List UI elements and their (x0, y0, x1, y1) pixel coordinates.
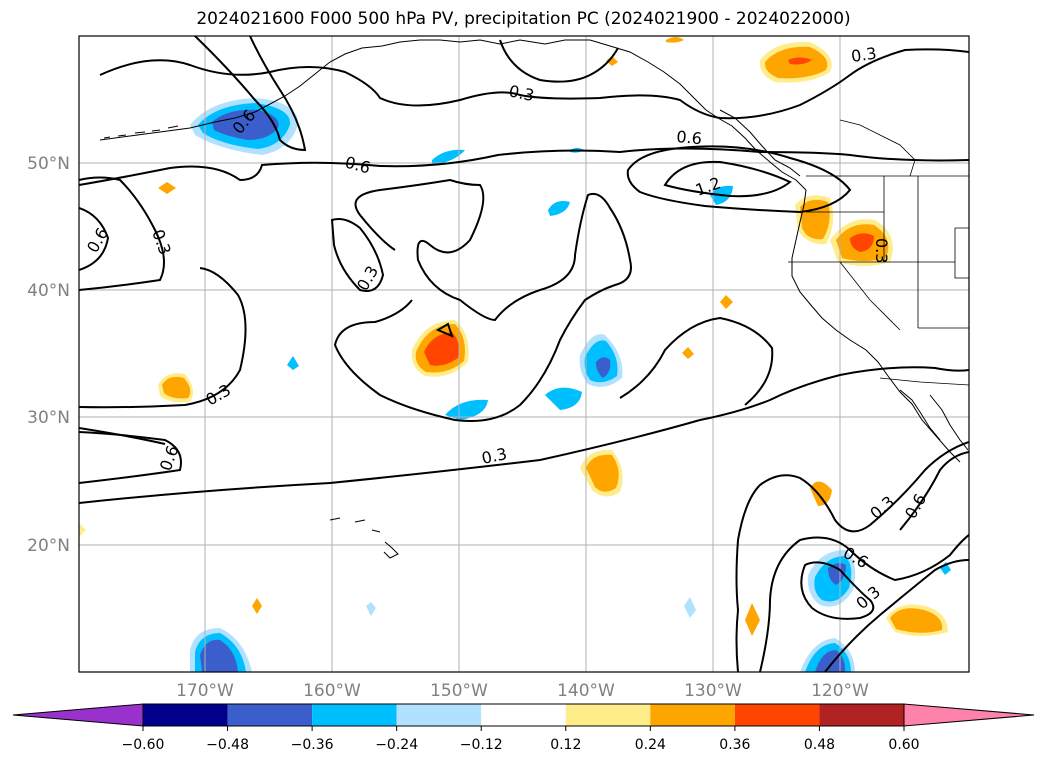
pos-anomaly-small (745, 603, 760, 636)
longitude-labels: 170°W 160°W 150°W 140°W 130°W 120°W (176, 681, 869, 701)
neg-anomaly-bottom-left-core (200, 639, 238, 672)
colorbar-tick-label: −0.60 (122, 737, 165, 753)
pv-contour-0.6-hook (899, 451, 969, 531)
pos-anomaly-small (810, 481, 832, 506)
lat-label: 40°N (27, 281, 70, 301)
pos-anomaly-small (720, 295, 733, 309)
plot-frame (78, 35, 970, 673)
pos-anomaly-oregon-mid (800, 199, 830, 240)
mexico-us-border (879, 377, 969, 386)
pos-anomaly-small (606, 56, 618, 66)
pos-anomaly-midpac-core (424, 332, 460, 366)
pv-contour-0.3-lower (79, 366, 969, 504)
pos-anomaly-small (666, 37, 684, 43)
colorbar-segment (143, 704, 228, 726)
pv-contour-0.6-aleutian (194, 36, 307, 152)
pos-anomaly-small (79, 524, 86, 536)
colorbar-tick-label: 0.60 (888, 737, 919, 753)
contour-label: 0.6 (676, 127, 703, 148)
colorbar-tick-label: −0.36 (291, 737, 334, 753)
neg-anomaly-small (445, 399, 488, 420)
borders (788, 119, 969, 386)
colorbar-segment (227, 704, 313, 726)
contour-label: 0.3 (507, 81, 536, 105)
pv-contour-0.3-midpac (330, 218, 385, 292)
pv-contour-0.3-southeast (735, 441, 969, 672)
colorbar-tick-label: −0.12 (460, 737, 503, 753)
pv-contour-0.6-southeast (759, 534, 969, 672)
pv-contour-0.6-loop (626, 145, 852, 214)
colorbar-tick-label: −0.24 (375, 737, 418, 753)
colorbar-extend-min (12, 703, 144, 727)
lon-label: 170°W (176, 681, 234, 701)
pv-contour-0.3-inner (435, 322, 454, 338)
colorbar-tick-label: −0.48 (206, 737, 249, 753)
lon-label: 150°W (430, 681, 488, 701)
neg-anomaly-mexico-core (828, 563, 846, 585)
contour-label: 0.3 (850, 44, 878, 66)
colorbar-segment (650, 704, 735, 726)
pos-anomaly-utah-core (850, 233, 874, 252)
neg-anomaly-aleutian-core (212, 109, 279, 140)
neg-anomaly-small (287, 356, 299, 370)
latitude-labels: 50°N 40°N 30°N 20°N (27, 154, 70, 556)
pv-contours (79, 36, 969, 672)
colorbar-segment (565, 704, 651, 726)
colorbar-segment (396, 704, 482, 726)
colorbar: −0.60 −0.48 −0.36 −0.24 −0.12 0.12 0.24 0.36 0.4… (12, 703, 1035, 753)
alaska-canada-border (839, 119, 916, 177)
neg-anomaly-small (432, 149, 465, 165)
colorbar-tick-label: 0.24 (635, 737, 666, 753)
graticule (79, 36, 969, 672)
neg-anomaly-small (545, 387, 582, 410)
state-borders (788, 176, 969, 331)
lon-label: 120°W (811, 681, 869, 701)
us-west-coast (791, 189, 961, 463)
colorbar-segment (819, 704, 904, 726)
pv-contour-0.6-sw-lower (79, 427, 166, 445)
lat-label: 30°N (27, 408, 70, 428)
neg-anomaly-small (684, 597, 696, 618)
baja-coast (899, 389, 941, 441)
pv-contour-0.3-big (79, 178, 632, 422)
pos-anomaly-canada-core (788, 57, 812, 65)
pos-anomaly-baja-mid (890, 608, 943, 633)
colorbar-extend-max (903, 703, 1035, 727)
pv-contour-1.2 (663, 160, 792, 198)
colorbar-tick-label: 0.48 (804, 737, 835, 753)
contour-label: 0.3 (872, 238, 891, 263)
pv-contour-0.6-southeast-b (824, 559, 969, 672)
lon-label: 130°W (684, 681, 742, 701)
lat-label: 20°N (27, 536, 70, 556)
lon-label: 160°W (303, 681, 361, 701)
neg-anomaly-small (548, 201, 570, 216)
pv-contour-0.3-loop-se (800, 561, 875, 620)
colorbar-frame (142, 703, 905, 727)
lat-label: 50°N (27, 154, 70, 174)
map-title: 2024021600 F000 500 hPa PV, precipitatio… (196, 9, 851, 29)
colorbar-segment (481, 704, 566, 726)
pv-contour-0.3-mid (79, 176, 165, 291)
aleutian-islands (103, 125, 179, 139)
lon-label: 140°W (557, 681, 615, 701)
pv-contour-0.3-loop-top (499, 39, 619, 83)
neg-anomaly-small (366, 602, 376, 616)
pos-anomaly-small (252, 598, 262, 614)
colorbar-segment (734, 704, 820, 726)
pv-contour-0.3-east (619, 316, 774, 406)
contour-label: 0.3 (480, 444, 509, 468)
pv-contour-0.6-west (79, 207, 110, 271)
colorbar-tick-label: 0.36 (719, 737, 750, 753)
neg-anomaly-hawaii-ne-core (596, 357, 611, 378)
colorbar-tick-label: 0.12 (550, 737, 581, 753)
colorbar-segment (312, 704, 397, 726)
pv-contour-0.6-north (79, 147, 969, 186)
pos-anomaly-west-mid (162, 376, 191, 399)
hawaii (329, 517, 399, 559)
pos-anomaly-subtrop-mid (586, 454, 619, 492)
pos-anomaly-small (158, 182, 176, 194)
pos-anomaly-small (682, 347, 694, 359)
